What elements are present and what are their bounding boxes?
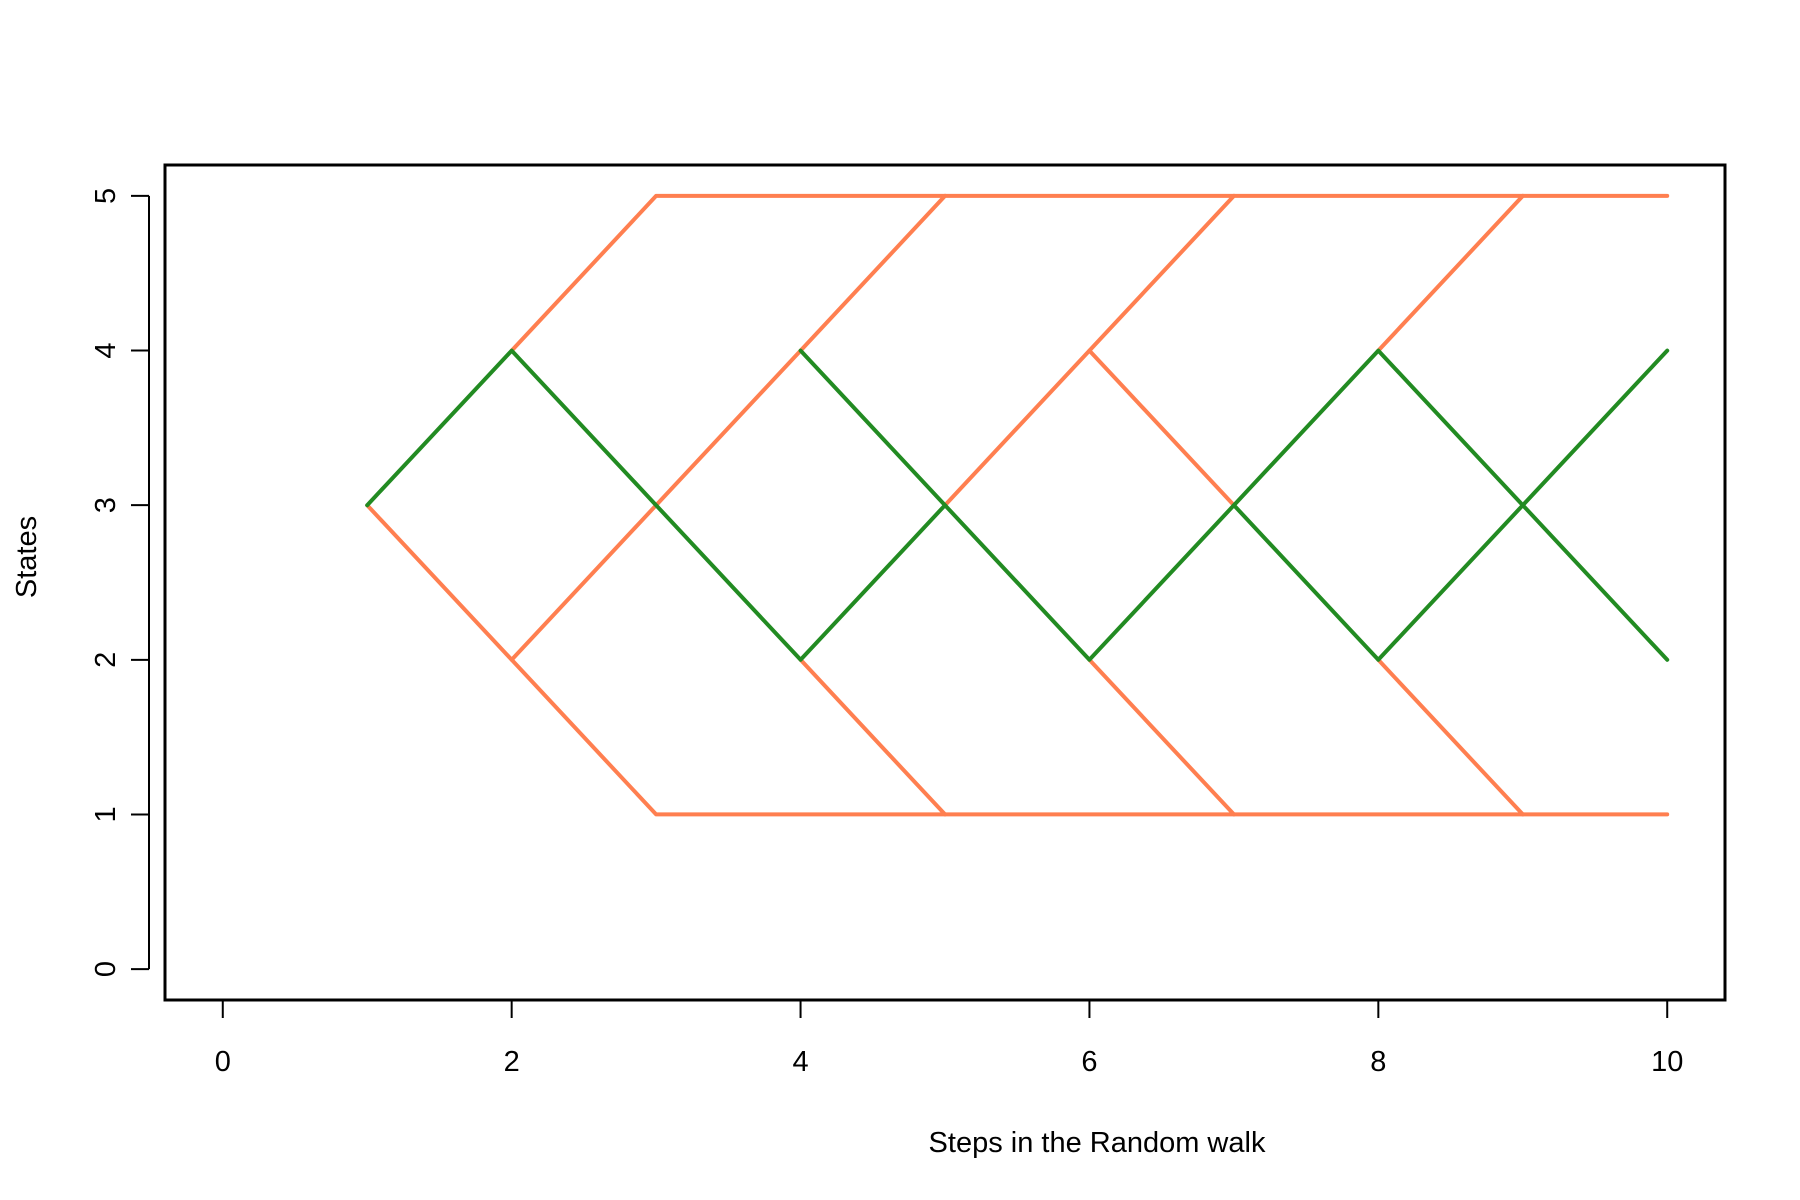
y-tick-label-3: 3 bbox=[90, 497, 122, 513]
y-tick-label-1: 1 bbox=[90, 806, 122, 822]
x-tick-label-8: 8 bbox=[1370, 1046, 1386, 1078]
x-tick-label-0: 0 bbox=[215, 1046, 231, 1078]
possible-path-segment-8 bbox=[1376, 193, 1525, 353]
observed-path-segment-1 bbox=[365, 348, 1670, 662]
x-tick-label-6: 6 bbox=[1081, 1046, 1097, 1078]
observed-path-segment-3 bbox=[1231, 348, 1670, 662]
observed-path-segment-2 bbox=[798, 348, 947, 508]
x-axis-label: Steps in the Random walk bbox=[929, 1127, 1266, 1159]
y-tick-label-0: 0 bbox=[90, 961, 122, 977]
y-tick-label-4: 4 bbox=[90, 343, 122, 359]
possible-paths bbox=[365, 193, 1670, 817]
plot-frame bbox=[163, 163, 1727, 1002]
observed-path bbox=[365, 348, 1670, 662]
possible-path-segment-9 bbox=[1376, 657, 1525, 817]
possible-path-segment-7 bbox=[1087, 657, 1236, 817]
possible-path-segment-1 bbox=[365, 503, 1670, 817]
possible-path-segment-6 bbox=[1087, 348, 1236, 508]
possible-path-segment-3 bbox=[509, 193, 947, 662]
x-tick-label-2: 2 bbox=[504, 1046, 520, 1078]
y-tick-label-2: 2 bbox=[90, 652, 122, 668]
x-tick-label-10: 10 bbox=[1651, 1046, 1683, 1078]
x-axis: 0 2 4 6 8 10 bbox=[215, 999, 1683, 1078]
possible-path-segment-2 bbox=[509, 193, 1670, 353]
y-tick-label-5: 5 bbox=[90, 188, 122, 204]
y-axis-label: States bbox=[11, 516, 43, 598]
possible-path-segment-4 bbox=[798, 657, 947, 817]
x-tick-label-4: 4 bbox=[792, 1046, 808, 1078]
y-axis: 0 1 2 3 4 5 bbox=[90, 188, 150, 977]
